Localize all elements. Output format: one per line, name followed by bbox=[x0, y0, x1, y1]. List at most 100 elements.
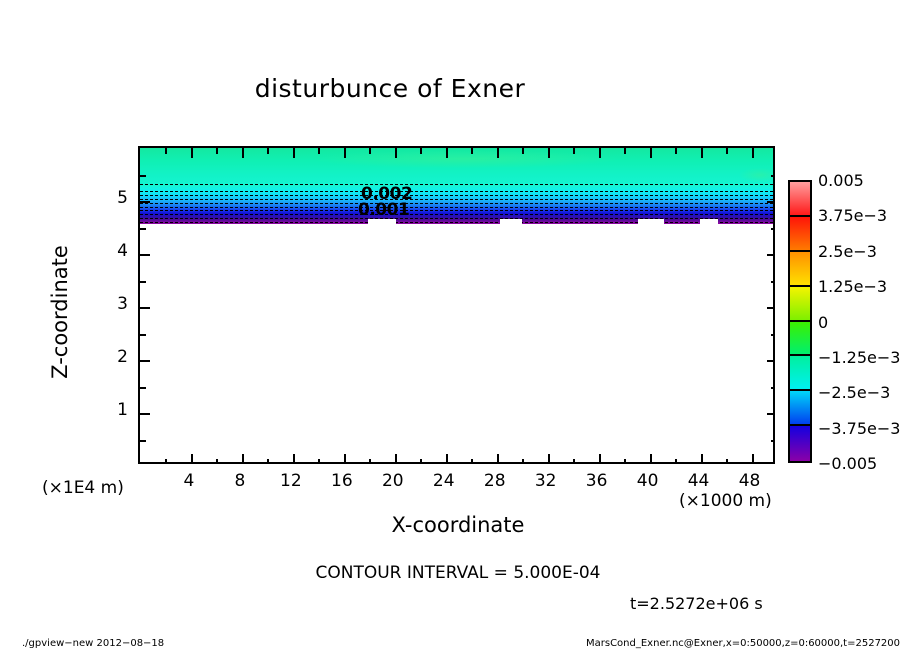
x-tick-label: 20 bbox=[381, 471, 404, 491]
colorbar-band bbox=[790, 251, 810, 287]
y-tick-label: 3 bbox=[117, 294, 128, 314]
x-tick-major bbox=[241, 454, 244, 462]
x-tick-major-top bbox=[292, 148, 295, 158]
x-tick-major bbox=[292, 454, 295, 462]
x-tick-minor bbox=[420, 459, 423, 462]
x-tick-label: 8 bbox=[234, 471, 246, 491]
x-tick-minor bbox=[165, 459, 168, 462]
y-tick-minor bbox=[140, 386, 146, 389]
x-tick-major bbox=[547, 454, 550, 462]
y-tick-minor bbox=[771, 439, 773, 442]
y-tick-minor bbox=[771, 280, 773, 283]
x-tick-minor bbox=[471, 148, 474, 154]
y-tick-major bbox=[140, 254, 150, 256]
footer-command-label: ./gpview−new 2012−08−18 bbox=[22, 638, 165, 649]
contour-line bbox=[140, 195, 773, 197]
y-tick-label: 5 bbox=[117, 188, 128, 208]
y-tick-minor bbox=[140, 439, 146, 442]
x-tick-minor bbox=[675, 459, 678, 462]
x-tick-major bbox=[343, 454, 346, 462]
contour-line bbox=[140, 184, 773, 186]
contour-label-upper: 0.002 bbox=[361, 184, 413, 204]
y-tick-minor bbox=[771, 174, 773, 177]
x-tick-label: 28 bbox=[483, 471, 506, 491]
x-tick-label: 24 bbox=[432, 471, 455, 491]
x-tick-minor bbox=[216, 459, 219, 462]
x-tick-minor bbox=[216, 148, 219, 154]
field-edge-notch bbox=[700, 219, 718, 224]
colorbar-band bbox=[790, 391, 810, 427]
x-tick-label: 36 bbox=[585, 471, 608, 491]
plot-area: 0.002 0.001 bbox=[138, 146, 775, 464]
x-tick-minor bbox=[522, 148, 525, 154]
y-tick-major bbox=[140, 413, 150, 415]
x-tick-minor bbox=[369, 148, 372, 154]
x-tick-minor bbox=[318, 459, 321, 462]
x-axis-title: X-coordinate bbox=[391, 513, 525, 537]
y-tick-minor bbox=[771, 386, 773, 389]
y-tick-minor bbox=[140, 174, 146, 177]
colorbar-tick-label: 3.75e−3 bbox=[818, 206, 888, 226]
x-tick-major bbox=[598, 454, 601, 462]
x-tick-major bbox=[700, 454, 703, 462]
y-tick-major bbox=[767, 307, 773, 309]
colorbar-tick-label: −3.75e−3 bbox=[818, 418, 901, 438]
contour-line bbox=[140, 214, 773, 216]
x-axis-unit-label: (×1000 m) bbox=[679, 491, 772, 511]
y-tick-major bbox=[140, 360, 150, 362]
field-edge-notch bbox=[500, 219, 522, 224]
x-tick-major-top bbox=[343, 148, 346, 158]
colorbar-band bbox=[790, 426, 810, 461]
x-tick-label: 4 bbox=[183, 471, 195, 491]
x-tick-minor bbox=[165, 148, 168, 154]
y-tick-minor bbox=[140, 280, 146, 283]
colorbar-tick-label: 0 bbox=[818, 312, 829, 332]
x-tick-label: 44 bbox=[687, 471, 710, 491]
x-tick-label: 12 bbox=[280, 471, 302, 491]
contour-line bbox=[140, 198, 773, 200]
x-tick-major-top bbox=[547, 148, 550, 158]
y-tick-minor bbox=[140, 227, 146, 230]
timestamp-label: t=2.5272e+06 s bbox=[630, 594, 763, 613]
field-gradient-region bbox=[140, 186, 773, 224]
colorbar-tick-label: −2.5e−3 bbox=[818, 383, 891, 403]
y-tick-major bbox=[767, 201, 773, 203]
x-tick-major bbox=[751, 454, 754, 462]
x-tick-major-top bbox=[496, 148, 499, 158]
y-tick-major bbox=[767, 360, 773, 362]
colorbar-band bbox=[790, 356, 810, 392]
contour-line bbox=[140, 221, 773, 223]
colorbar-tick-label: 0.005 bbox=[818, 171, 864, 190]
contour-line bbox=[140, 190, 773, 192]
x-tick-major-top bbox=[394, 148, 397, 158]
field-edge-notch bbox=[638, 219, 664, 224]
y-axis-unit-label: (×1E4 m) bbox=[42, 478, 124, 498]
field-edge-notch bbox=[368, 219, 396, 224]
y-tick-label: 1 bbox=[117, 400, 128, 420]
x-tick-major-top bbox=[700, 148, 703, 158]
x-tick-minor bbox=[369, 459, 372, 462]
y-axis-title: Z-coordinate bbox=[48, 245, 72, 379]
x-tick-major bbox=[445, 454, 448, 462]
contour-line bbox=[140, 217, 773, 219]
y-tick-major bbox=[140, 307, 150, 309]
x-tick-minor bbox=[318, 148, 321, 154]
x-tick-major-top bbox=[751, 148, 754, 158]
colorbar-band bbox=[790, 321, 810, 357]
x-tick-major-top bbox=[598, 148, 601, 158]
y-tick-minor bbox=[771, 333, 773, 336]
field-anomaly-patch-secondary bbox=[740, 168, 773, 182]
x-tick-major bbox=[496, 454, 499, 462]
colorbar-tick-label: −1.25e−3 bbox=[818, 347, 901, 367]
colorbar-tick-label: −0.005 bbox=[818, 454, 878, 473]
x-tick-minor bbox=[726, 148, 729, 154]
contour-line bbox=[140, 206, 773, 208]
x-tick-major-top bbox=[649, 148, 652, 158]
y-tick-major bbox=[767, 254, 773, 256]
x-tick-label: 16 bbox=[331, 471, 353, 491]
colorbar-band bbox=[790, 216, 810, 252]
x-tick-minor bbox=[267, 459, 270, 462]
x-tick-major-top bbox=[241, 148, 244, 158]
x-tick-major-top bbox=[445, 148, 448, 158]
y-tick-major bbox=[140, 201, 150, 203]
